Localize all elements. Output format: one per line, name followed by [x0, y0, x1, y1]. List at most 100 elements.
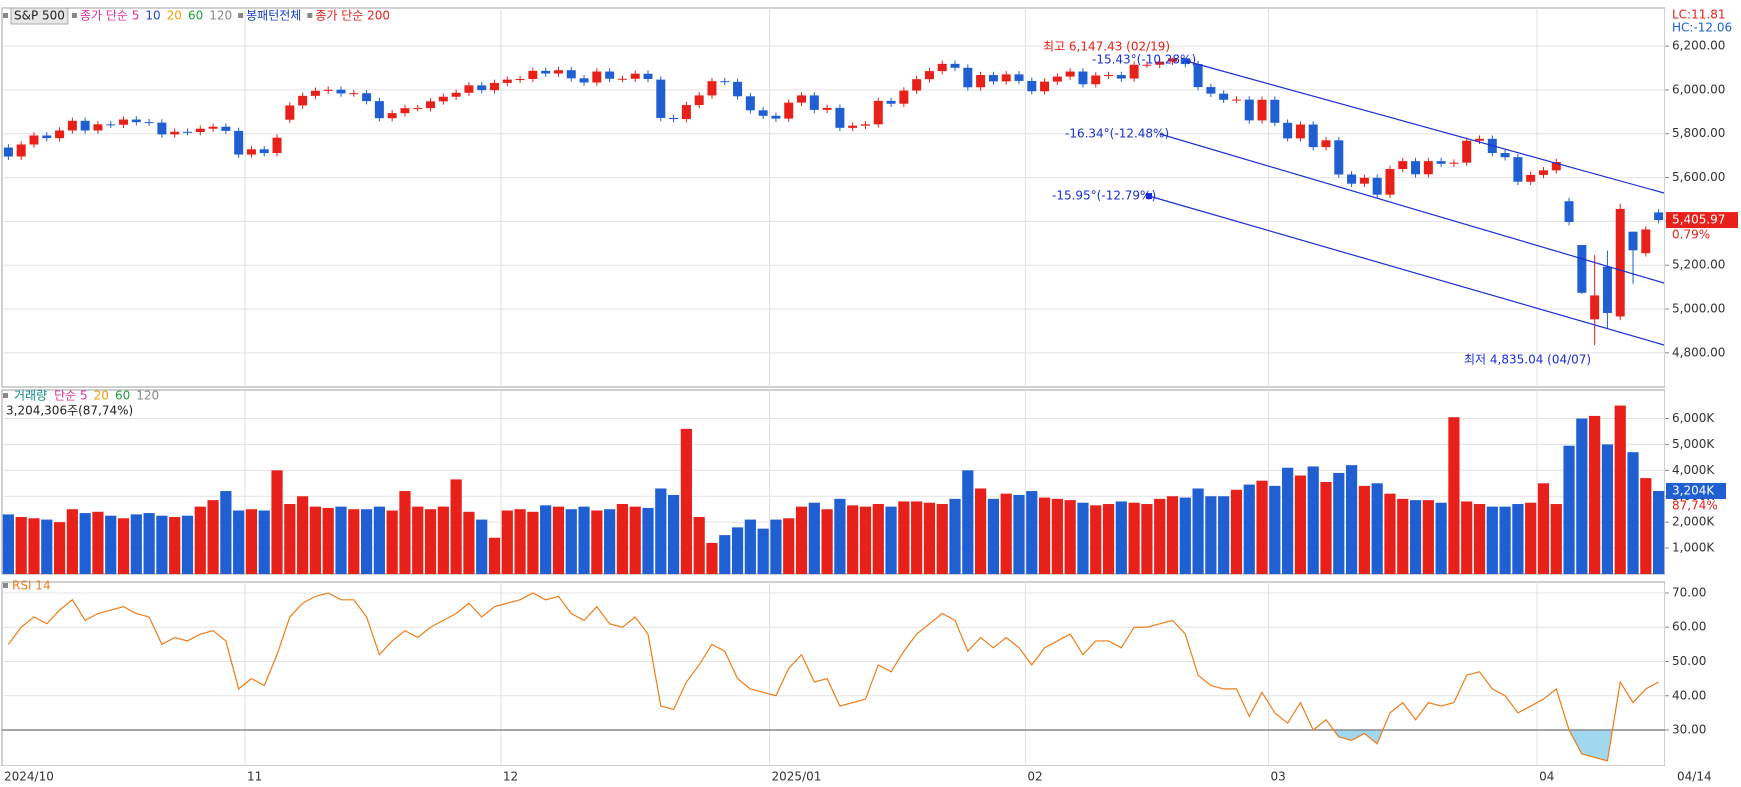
- volume-bar: [1333, 472, 1345, 574]
- volume-bar: [834, 498, 846, 574]
- volume-bar: [348, 509, 360, 574]
- volume-bar: [220, 491, 232, 574]
- volume-bar: [565, 509, 577, 574]
- volume-bar: [578, 506, 590, 574]
- x-tick-label: 2024/10: [4, 770, 54, 784]
- legend-square: [307, 13, 313, 18]
- candle-body: [720, 81, 730, 83]
- volume-bar: [117, 518, 130, 574]
- volume-bar: [156, 515, 168, 574]
- candle-body: [502, 79, 512, 83]
- y-tick-label: 70.00: [1672, 585, 1706, 599]
- trendline-anchor: [1146, 193, 1152, 199]
- candle-body: [553, 70, 563, 74]
- angle-annotation: -15.43°(-10.28%): [1092, 53, 1196, 67]
- volume-bar: [476, 519, 488, 574]
- volume-bar: [1243, 484, 1255, 574]
- volume-bar: [540, 505, 552, 574]
- hc-label: HC:-12.06: [1672, 21, 1732, 35]
- candle-body: [1462, 140, 1472, 163]
- x-tick-label: 02: [1027, 770, 1042, 784]
- candle-body: [272, 137, 282, 154]
- volume-bar: [245, 509, 258, 574]
- volume-bar: [1218, 496, 1230, 574]
- volume-bar: [41, 519, 53, 574]
- volume-bar: [1294, 475, 1307, 574]
- candle-body: [16, 144, 26, 157]
- volume-bar: [322, 507, 334, 574]
- volume-bar: [79, 513, 91, 574]
- legend-item: 120: [209, 9, 232, 23]
- candle-body: [1014, 74, 1024, 81]
- y-tick-label: 30.00: [1672, 723, 1706, 737]
- candle-body: [3, 147, 13, 157]
- candle-body: [835, 107, 845, 128]
- legend-item: 종가 단순 200: [315, 9, 390, 23]
- candle-body: [323, 89, 333, 91]
- candle-body: [451, 92, 461, 97]
- date-axis-background: [0, 766, 1741, 787]
- volume-bar: [1051, 498, 1063, 574]
- candle-body: [259, 149, 269, 154]
- volume-bar: [15, 516, 27, 574]
- legend-item: 20: [94, 389, 109, 403]
- candle-body: [669, 117, 679, 120]
- candle-body: [426, 101, 436, 109]
- volume-bar: [1013, 494, 1025, 574]
- volume-bar: [911, 501, 923, 574]
- candle-body: [976, 75, 986, 88]
- y-tick-label: 5,000.00: [1672, 302, 1725, 316]
- axis-background: [1665, 0, 1741, 787]
- candle-body: [374, 101, 384, 119]
- volume-bar: [1422, 500, 1434, 574]
- volume-bar: [1166, 496, 1179, 574]
- candle-body: [924, 71, 934, 80]
- volume-bar: [335, 506, 347, 574]
- candle-body: [541, 70, 551, 74]
- candle-body: [477, 85, 487, 91]
- volume-bar: [169, 516, 181, 574]
- candle-body: [950, 63, 960, 68]
- candle-body: [1334, 140, 1344, 175]
- x-tick-label: 04: [1539, 770, 1554, 784]
- candle-body: [758, 110, 768, 116]
- volume-bar: [1409, 500, 1422, 574]
- x-tick-label: 12: [503, 770, 518, 784]
- candle-body: [1602, 266, 1612, 313]
- candle-body: [1654, 212, 1664, 221]
- candle-body: [592, 71, 602, 83]
- volume-bar: [1345, 465, 1358, 574]
- candle-body: [1449, 162, 1459, 164]
- y-tick-label: 60.00: [1672, 620, 1706, 634]
- y-tick-label: 5,200.00: [1672, 258, 1725, 272]
- candle-body: [1244, 99, 1254, 121]
- volume-bar: [1614, 405, 1626, 574]
- volume-bar: [706, 542, 718, 574]
- candle-body: [1628, 231, 1638, 251]
- legend-title: RSI 14: [12, 579, 51, 593]
- candle-body: [362, 93, 372, 102]
- candle-body: [29, 135, 39, 145]
- candle-body: [1270, 99, 1280, 123]
- candle-body: [387, 113, 397, 119]
- candle-body: [809, 95, 819, 110]
- volume-bar: [783, 518, 795, 574]
- volume-bar: [1461, 501, 1473, 574]
- volume-bar: [1435, 502, 1447, 574]
- volume-bar: [1486, 506, 1498, 574]
- volume-bar: [693, 516, 705, 574]
- volume-bar: [181, 515, 194, 574]
- volume-bar: [207, 500, 219, 574]
- volume-bar: [92, 511, 104, 574]
- volume-bar: [1102, 504, 1115, 574]
- volume-bar: [53, 522, 66, 574]
- candle-body: [1193, 64, 1203, 88]
- volume-bar: [1601, 444, 1614, 574]
- candle-body: [1295, 124, 1305, 139]
- angle-annotation: -15.95°(-12.79%): [1052, 189, 1156, 203]
- volume-bar: [258, 510, 270, 574]
- candle-body: [1321, 140, 1331, 148]
- volume-bar: [898, 501, 910, 574]
- volume-bar: [66, 509, 78, 574]
- candle-body: [1040, 81, 1050, 92]
